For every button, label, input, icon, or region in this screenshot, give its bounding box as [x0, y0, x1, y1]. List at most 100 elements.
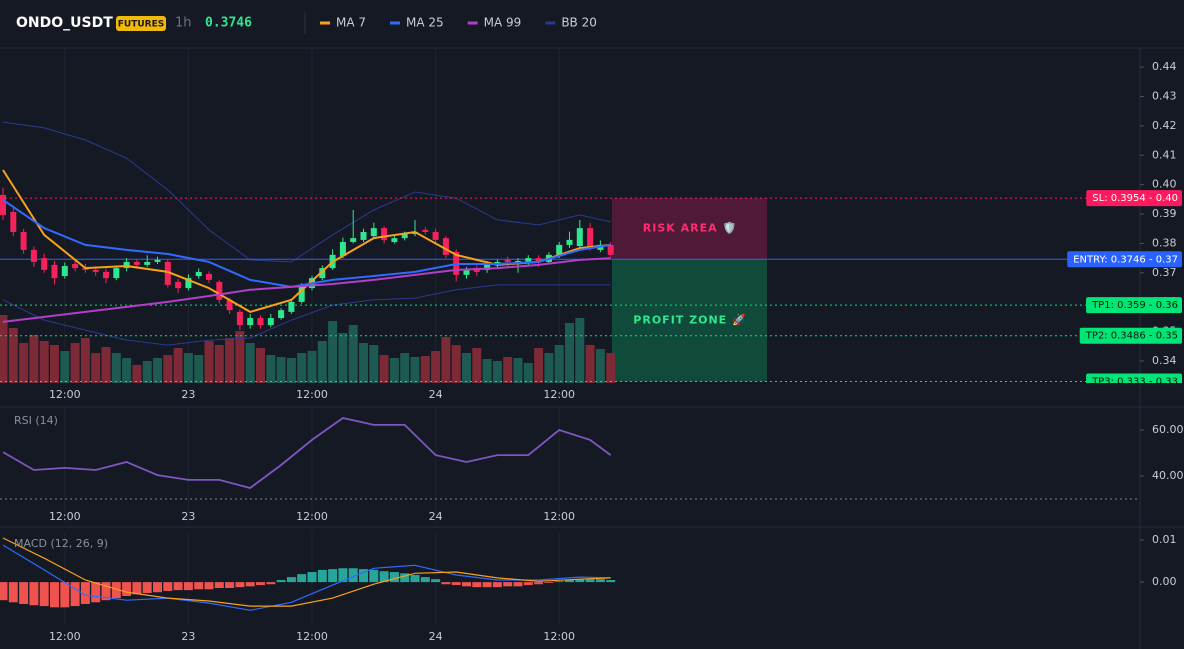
x-tick-label: 12:00: [49, 630, 81, 643]
x-tick-label: 12:00: [543, 510, 575, 523]
volume-bar: [173, 348, 183, 383]
legend-label: MA 7: [336, 16, 366, 30]
x-tick-label: 12:00: [296, 388, 328, 401]
volume-bar: [523, 363, 533, 383]
volume-bar: [235, 331, 245, 383]
histogram-bar: [132, 582, 142, 595]
candle-body: [288, 301, 295, 312]
candle-body: [473, 268, 480, 272]
candle-body: [298, 284, 305, 302]
histogram-bar: [420, 577, 430, 583]
volume-bar: [348, 325, 358, 383]
histogram-bar: [60, 582, 70, 608]
histogram-bar: [19, 582, 29, 604]
histogram-bar: [266, 582, 276, 585]
volume-bar: [70, 343, 80, 383]
candle-body: [556, 244, 563, 255]
y-tick-label: 0.41: [1152, 148, 1177, 161]
level-tag-label: ENTRY: 0.3746 - 0.37: [1073, 254, 1178, 265]
histogram-bar: [297, 574, 307, 583]
volume-bar: [29, 335, 39, 383]
volume-bar: [286, 358, 296, 383]
y-tick-label: 0.42: [1152, 119, 1177, 132]
candle-body: [144, 261, 151, 265]
volume-bar: [369, 345, 379, 383]
candle-body: [442, 238, 449, 255]
x-tick-label: 12:00: [49, 510, 81, 523]
y-tick-label: 0.39: [1152, 207, 1177, 220]
bollinger-band: [2, 121, 611, 263]
histogram-bar: [389, 572, 399, 583]
level-tags: SL: 0.3954 - 0.40 ENTRY: 0.3746 - 0.37 TP1…: [1067, 190, 1182, 383]
y-tick-label: 0.44: [1152, 60, 1177, 73]
histogram-bar: [369, 569, 379, 583]
x-tick-label: 24: [429, 388, 443, 401]
pane-title: MACD (12, 26, 9): [14, 537, 108, 550]
histogram-bar: [39, 582, 49, 607]
histogram-bar: [338, 568, 348, 583]
legend-label: MA 25: [406, 16, 444, 30]
volume-bar: [101, 347, 111, 383]
volume-bar: [575, 318, 585, 383]
candle-body: [0, 194, 6, 215]
pane-title: RSI (14): [14, 414, 58, 427]
candle-body: [525, 258, 532, 262]
volume-bar: [492, 361, 502, 383]
histogram-bar: [173, 582, 183, 591]
histogram-bar: [194, 582, 204, 590]
volume-bar: [19, 343, 29, 383]
histogram-bar: [606, 580, 616, 583]
y-tick-label: 40.00: [1152, 469, 1184, 482]
histogram-bar: [482, 582, 492, 588]
volume-bar: [80, 338, 90, 383]
histogram-bar: [554, 581, 564, 583]
histogram-bar: [225, 582, 235, 589]
candle-body: [247, 318, 254, 326]
candle-body: [339, 241, 346, 257]
last-price: 0.3746: [205, 16, 252, 31]
histogram-bar: [441, 582, 451, 585]
volume-bar: [266, 355, 276, 383]
pane: [0, 531, 616, 625]
candle-body: [195, 271, 202, 277]
candle-body: [391, 238, 398, 242]
x-tick-label: 24: [429, 510, 443, 523]
histogram-bar: [595, 579, 605, 583]
y-tick-label: 0.34: [1152, 354, 1177, 367]
zone-label: RISK AREA 🛡️: [643, 222, 737, 235]
volume-bar: [595, 349, 605, 383]
candle-body: [422, 229, 429, 232]
volume-bar: [441, 337, 451, 383]
histogram-bar: [534, 582, 544, 585]
candle-body: [319, 268, 326, 279]
volume-bar: [194, 355, 204, 383]
level-tag-label: SL: 0.3954 - 0.40: [1092, 193, 1178, 204]
candle-body: [484, 264, 491, 270]
candle-body: [30, 249, 37, 262]
zone: [612, 259, 767, 382]
candle-body: [103, 271, 109, 279]
y-tick-label: 0.01: [1152, 533, 1177, 546]
volume-bar: [142, 361, 152, 383]
histogram-bar: [431, 579, 441, 583]
volume-bar: [472, 348, 482, 383]
candle-body: [607, 244, 614, 255]
y-tick-label: 60.00: [1152, 423, 1184, 436]
volume-bar: [379, 355, 389, 383]
volume-bar: [50, 345, 59, 383]
candle-body: [257, 318, 264, 326]
histogram-bar: [80, 582, 90, 604]
candle-body: [10, 211, 17, 232]
candle-body: [350, 238, 357, 242]
x-tick-label: 12:00: [296, 630, 328, 643]
x-tick-label: 23: [181, 388, 195, 401]
macd-line: [2, 537, 611, 607]
candle-body: [41, 258, 48, 270]
histogram-bar: [544, 582, 554, 583]
volume-bar: [153, 358, 162, 383]
volume-bar: [91, 353, 101, 383]
volume-bar: [410, 357, 420, 383]
candle-body: [360, 231, 367, 240]
candle-body: [587, 228, 594, 249]
volume-bar: [544, 353, 554, 383]
